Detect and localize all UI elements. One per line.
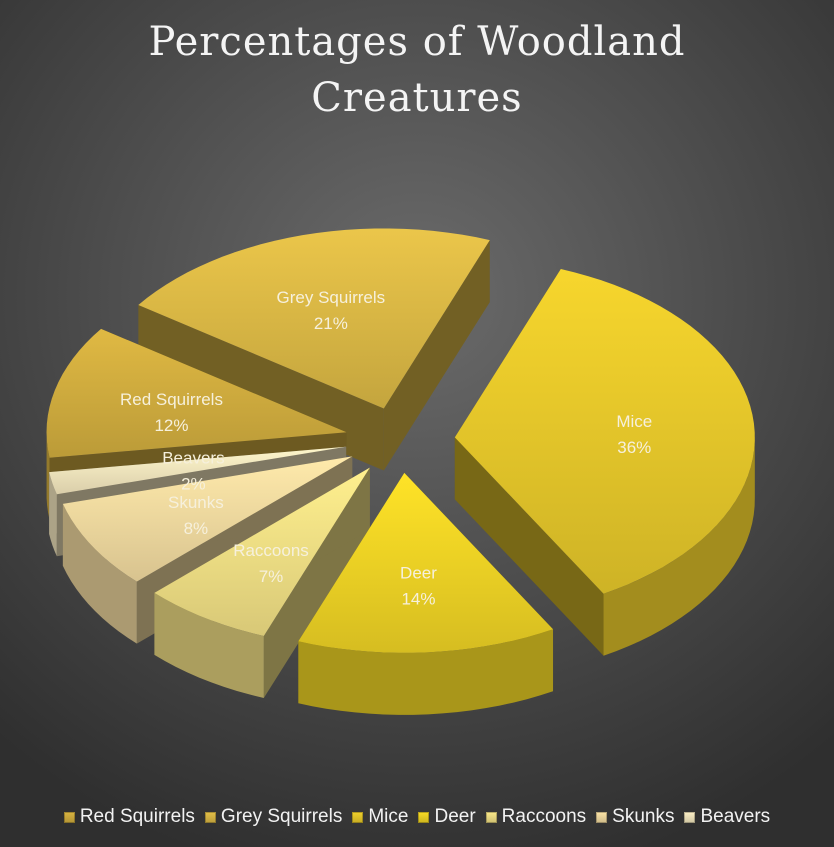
slice-mice <box>454 269 755 656</box>
slice-label-red-squirrels: Red Squirrels <box>120 390 223 409</box>
legend-item-skunks: Skunks <box>596 806 674 828</box>
legend-item-raccoons: Raccoons <box>485 806 587 828</box>
slice-top-raccoons <box>154 467 370 636</box>
legend-item-mice: Mice <box>352 806 408 828</box>
legend: Red Squirrels Grey Squirrels Mice Deer Racco… <box>0 806 834 828</box>
legend-label: Grey Squirrels <box>220 806 343 827</box>
slice-label-deer: Deer <box>400 564 437 583</box>
slice-rim <box>154 592 264 698</box>
slice-value-skunks: 8% <box>184 519 209 538</box>
slice-rim <box>298 629 554 715</box>
slice-rim <box>46 429 50 520</box>
slice-label-grey-squirrels: Grey Squirrels <box>277 288 386 307</box>
legend-item-grey-squirrels: Grey Squirrels <box>204 806 343 828</box>
pie-labels: Grey Squirrels 21% Red Squirrels 12% Mice 36%… <box>120 288 652 608</box>
pie-slices <box>46 228 755 715</box>
legend-label: Mice <box>368 806 409 827</box>
slice-side-wall <box>383 240 490 471</box>
legend-swatch <box>352 811 364 823</box>
legend-item-red-squirrels: Red Squirrels <box>63 806 195 828</box>
legend-swatch <box>418 811 430 823</box>
slice-top-mice <box>454 269 755 594</box>
slice-value-mice: 36% <box>617 438 651 457</box>
chart-title-line-2: Creatures <box>311 75 523 121</box>
slice-value-deer: 14% <box>401 590 435 609</box>
slice-side-wall <box>454 437 604 656</box>
legend-swatch <box>684 811 696 823</box>
legend-item-deer: Deer <box>418 806 476 828</box>
slice-label-skunks: Skunks <box>168 493 224 512</box>
slice-top-skunks <box>62 456 353 582</box>
slice-value-red-squirrels: 12% <box>154 416 188 435</box>
slice-value-beavers: 2% <box>181 475 206 494</box>
legend-swatch <box>204 811 216 823</box>
legend-item-beavers: Beavers <box>684 806 770 828</box>
legend-swatch <box>485 811 497 823</box>
slice-rim <box>62 503 137 644</box>
legend-swatch <box>63 811 75 823</box>
slice-rim <box>49 472 57 557</box>
legend-label: Raccoons <box>501 806 587 827</box>
legend-swatch <box>596 811 608 823</box>
slice-top-deer <box>298 472 554 653</box>
slice-raccoons <box>154 467 370 698</box>
slice-value-raccoons: 7% <box>259 567 284 586</box>
slice-rim <box>603 435 755 656</box>
legend-label: Skunks <box>612 806 675 827</box>
chart-title: Percentages of Woodland Creatures <box>0 14 834 126</box>
slice-top-grey-squirrels <box>138 228 490 409</box>
slice-deer <box>298 472 554 715</box>
slice-label-beavers: Beavers <box>162 449 224 468</box>
slice-top-red-squirrels <box>46 328 347 458</box>
slice-value-grey-squirrels: 21% <box>314 314 348 333</box>
slice-label-mice: Mice <box>616 412 652 431</box>
slice-label-raccoons: Raccoons <box>233 541 309 560</box>
chart-title-line-1: Percentages of Woodland <box>148 19 686 65</box>
slice-top-beavers <box>49 446 347 495</box>
legend-label: Beavers <box>700 806 771 827</box>
legend-label: Deer <box>434 806 476 827</box>
legend-label: Red Squirrels <box>79 806 195 827</box>
